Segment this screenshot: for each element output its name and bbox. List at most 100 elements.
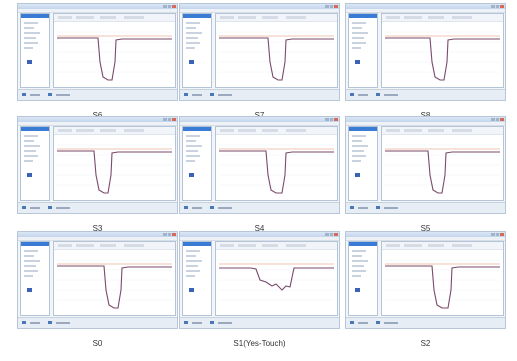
list-item[interactable] (352, 145, 368, 147)
list-item[interactable] (24, 32, 40, 34)
list-item[interactable] (186, 47, 195, 49)
close-icon[interactable] (491, 233, 504, 236)
list-item[interactable] (24, 155, 38, 157)
close-icon[interactable] (163, 5, 176, 8)
list-item[interactable] (352, 260, 368, 262)
close-icon[interactable] (325, 233, 338, 236)
list-item[interactable] (186, 32, 202, 34)
plot-tab[interactable] (76, 244, 94, 247)
plot-tab[interactable] (76, 16, 94, 19)
list-item[interactable] (352, 32, 368, 34)
plot-tab[interactable] (124, 129, 144, 132)
close-icon[interactable] (325, 118, 338, 121)
list-item[interactable] (24, 145, 40, 147)
list-item[interactable] (24, 250, 38, 252)
list-item[interactable] (24, 160, 33, 162)
list-item[interactable] (186, 275, 195, 277)
list-item[interactable] (186, 250, 200, 252)
list-item[interactable] (24, 42, 38, 44)
monitor-icon (376, 206, 380, 209)
plot-tab[interactable] (100, 16, 116, 19)
plot-tab[interactable] (404, 244, 422, 247)
list-item[interactable] (352, 22, 366, 24)
list-item[interactable] (24, 255, 34, 257)
list-item[interactable] (352, 255, 362, 257)
list-item[interactable] (352, 135, 366, 137)
plot-tab[interactable] (452, 129, 472, 132)
plot-tab[interactable] (404, 129, 422, 132)
list-item[interactable] (24, 270, 38, 272)
plot-tab[interactable] (386, 129, 400, 132)
list-item[interactable] (186, 135, 200, 137)
list-item[interactable] (352, 150, 364, 152)
list-item[interactable] (352, 47, 361, 49)
list-item[interactable] (352, 42, 366, 44)
list-item[interactable] (186, 22, 200, 24)
list-item[interactable] (24, 135, 38, 137)
plot-tab[interactable] (220, 16, 234, 19)
plot-tab[interactable] (220, 244, 234, 247)
list-item[interactable] (352, 155, 366, 157)
list-item[interactable] (24, 27, 34, 29)
list-item[interactable] (24, 140, 34, 142)
plot-tab[interactable] (220, 129, 234, 132)
plot-tab[interactable] (428, 244, 444, 247)
plot-tab[interactable] (58, 129, 72, 132)
plot-tab[interactable] (452, 244, 472, 247)
list-item[interactable] (186, 160, 195, 162)
plot-tab[interactable] (238, 244, 256, 247)
plot-tab[interactable] (262, 244, 278, 247)
list-item[interactable] (24, 150, 36, 152)
plot-tab[interactable] (76, 129, 94, 132)
close-icon[interactable] (491, 5, 504, 8)
list-item[interactable] (352, 160, 361, 162)
list-item[interactable] (24, 275, 33, 277)
list-item[interactable] (352, 140, 362, 142)
list-item[interactable] (24, 260, 40, 262)
list-item[interactable] (352, 265, 364, 267)
list-item[interactable] (186, 140, 196, 142)
plot-tab[interactable] (286, 16, 306, 19)
list-item[interactable] (186, 37, 198, 39)
plot-tab[interactable] (286, 244, 306, 247)
close-icon[interactable] (491, 118, 504, 121)
close-icon[interactable] (325, 5, 338, 8)
plot-tab[interactable] (58, 244, 72, 247)
list-item[interactable] (352, 270, 366, 272)
plot-tab[interactable] (58, 16, 72, 19)
list-item[interactable] (352, 27, 362, 29)
plot-tab[interactable] (124, 244, 144, 247)
plot-tab[interactable] (238, 16, 256, 19)
list-item[interactable] (24, 47, 33, 49)
list-item[interactable] (186, 270, 200, 272)
list-item[interactable] (352, 275, 361, 277)
list-item[interactable] (186, 260, 202, 262)
list-item[interactable] (24, 22, 38, 24)
list-item[interactable] (186, 145, 202, 147)
plot-tab[interactable] (386, 16, 400, 19)
list-item[interactable] (24, 265, 36, 267)
plot-tab[interactable] (452, 16, 472, 19)
plot-tab[interactable] (124, 16, 144, 19)
plot-tab[interactable] (262, 129, 278, 132)
list-item[interactable] (186, 150, 198, 152)
list-item[interactable] (186, 255, 196, 257)
list-item[interactable] (24, 37, 36, 39)
plot-tab[interactable] (100, 244, 116, 247)
plot-tab[interactable] (404, 16, 422, 19)
plot-tab[interactable] (386, 244, 400, 247)
plot-tab[interactable] (428, 129, 444, 132)
plot-tab[interactable] (100, 129, 116, 132)
close-icon[interactable] (163, 233, 176, 236)
list-item[interactable] (186, 42, 200, 44)
plot-tab[interactable] (286, 129, 306, 132)
plot-tab[interactable] (428, 16, 444, 19)
list-item[interactable] (186, 265, 198, 267)
list-item[interactable] (186, 155, 200, 157)
close-icon[interactable] (163, 118, 176, 121)
list-item[interactable] (186, 27, 196, 29)
list-item[interactable] (352, 250, 366, 252)
plot-tab[interactable] (262, 16, 278, 19)
plot-tab[interactable] (238, 129, 256, 132)
list-item[interactable] (352, 37, 364, 39)
